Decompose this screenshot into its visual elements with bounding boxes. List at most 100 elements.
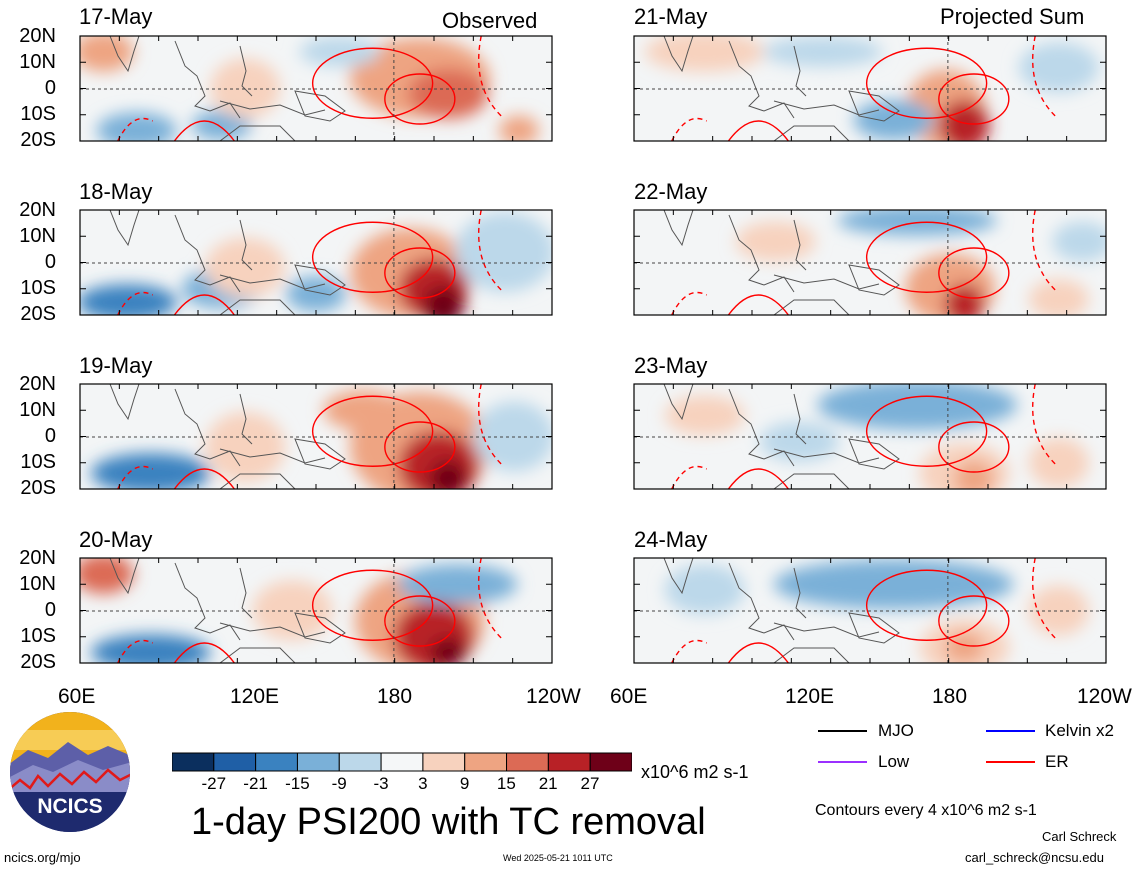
coastline <box>773 473 850 489</box>
lat-label-20n: 20N <box>19 373 56 395</box>
map-panel <box>80 36 552 141</box>
legend-label-kelvin: Kelvin x2 <box>1045 721 1114 740</box>
lon-label-180-right: 180 <box>932 685 968 708</box>
er-contour <box>727 294 789 315</box>
er-contour <box>938 595 1010 647</box>
map-panels <box>79 35 1107 664</box>
lon-label-120w: 120W <box>526 685 581 708</box>
map-panel <box>634 558 1106 663</box>
coastline <box>174 388 241 467</box>
legend-label-mjo: MJO <box>878 721 914 740</box>
colorbar-box <box>506 752 549 772</box>
lat-label-10n: 10N <box>19 51 56 73</box>
panel-date-22-may: 22-May <box>634 179 708 204</box>
coastline <box>773 100 880 116</box>
er-contour <box>311 395 434 467</box>
lat-label-20s: 20S <box>20 129 56 151</box>
coastline <box>773 299 850 315</box>
coastline <box>793 393 807 445</box>
er-contour-negative <box>1032 558 1056 639</box>
colorbar <box>172 752 632 772</box>
colorbar-box <box>172 752 215 772</box>
coastline <box>174 40 241 119</box>
colorbar-box <box>422 752 466 772</box>
er-contour <box>384 421 456 473</box>
coastline <box>219 299 296 315</box>
er-contour <box>865 47 988 119</box>
er-contour <box>938 73 1010 125</box>
coastline <box>239 219 253 271</box>
colorbar-tick-label: -21 <box>243 774 268 793</box>
coastline <box>294 264 346 296</box>
panel-date-23-may: 23-May <box>634 353 708 378</box>
ncics-logo: NCICS <box>10 712 130 832</box>
lat-label-20s: 20S <box>20 651 56 673</box>
er-contour-negative <box>1032 210 1056 291</box>
colorbar-tick-label: -9 <box>331 774 347 793</box>
er-contour <box>173 642 235 663</box>
legend-lines <box>818 730 1035 763</box>
coastline <box>728 388 795 467</box>
lat-label-10s: 10S <box>20 103 56 125</box>
coastline <box>728 40 795 119</box>
er-contour <box>938 421 1010 473</box>
panel-date-18-may: 18-May <box>79 179 153 204</box>
lat-label-20n: 20N <box>19 25 56 47</box>
colorbar-box <box>589 752 632 772</box>
lat-label-0: 0 <box>44 425 56 447</box>
coastline <box>219 647 296 663</box>
er-contour <box>727 642 789 663</box>
footer-author: Carl Schreck <box>1042 829 1117 844</box>
colorbar-box <box>296 752 340 772</box>
map-panel <box>634 210 1106 315</box>
coastline <box>109 210 140 247</box>
er-contour <box>311 569 434 641</box>
coastline <box>174 214 241 293</box>
projected-sum-label: Projected Sum <box>940 4 1085 29</box>
footer-timestamp: Wed 2025-05-21 1011 UTC <box>503 853 613 863</box>
coastline <box>294 90 346 122</box>
colorbar-tick-label: 27 <box>580 774 600 793</box>
lon-label-120e: 120E <box>230 685 280 708</box>
er-contour <box>865 569 988 641</box>
logo-text: NCICS <box>37 795 102 818</box>
lat-label-10n: 10N <box>19 225 56 247</box>
lat-label-10s: 10S <box>20 451 56 473</box>
colorbar-box <box>547 752 591 772</box>
coastline <box>174 562 241 641</box>
footer-email: carl_schreck@ncsu.edu <box>965 850 1104 865</box>
lon-label-180: 180 <box>377 685 413 708</box>
map-panel <box>634 384 1106 489</box>
map-panel <box>80 558 552 663</box>
colorbar-box <box>380 752 424 772</box>
er-contour <box>938 247 1010 299</box>
legend-label-er: ER <box>1045 752 1069 771</box>
coastline <box>109 558 140 595</box>
er-contour-negative <box>478 36 502 117</box>
coastline <box>219 125 296 141</box>
er-contour <box>173 294 235 315</box>
er-contour <box>384 73 456 125</box>
lat-label-10s: 10S <box>20 277 56 299</box>
coastline <box>663 36 694 73</box>
colorbar-tick-label: 9 <box>459 774 470 793</box>
coastline <box>239 567 253 619</box>
lat-label-20s: 20S <box>20 477 56 499</box>
lat-label-20s: 20S <box>20 303 56 325</box>
colorbar-tick-label: 15 <box>496 774 516 793</box>
colorbar-tick-label: -3 <box>373 774 389 793</box>
coastline <box>219 473 296 489</box>
lon-label-120e-right: 120E <box>785 685 835 708</box>
er-contour <box>384 595 456 647</box>
er-contour <box>727 468 789 489</box>
er-contour-negative <box>478 558 502 639</box>
er-contour <box>173 120 235 141</box>
coastline <box>109 384 140 421</box>
coastline <box>848 264 900 296</box>
colorbar-tick-label: 3 <box>418 774 428 793</box>
footer-url: ncics.org/mjo <box>4 850 81 865</box>
coastline <box>848 612 900 644</box>
contours-note: Contours every 4 x10^6 m2 s-1 <box>815 802 1037 819</box>
coastline <box>773 622 880 638</box>
